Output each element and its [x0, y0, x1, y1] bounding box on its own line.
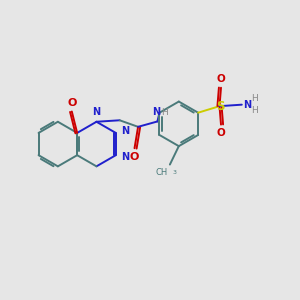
- Text: H: H: [251, 94, 258, 103]
- Text: H: H: [251, 106, 258, 115]
- Text: N: N: [121, 152, 129, 162]
- Text: CH: CH: [155, 168, 167, 177]
- Text: O: O: [130, 152, 139, 162]
- Text: N: N: [121, 126, 129, 136]
- Text: 3: 3: [172, 170, 176, 175]
- Text: O: O: [217, 128, 225, 139]
- Text: O: O: [217, 74, 225, 84]
- Text: O: O: [67, 98, 76, 108]
- Text: N: N: [243, 100, 251, 110]
- Text: N: N: [92, 107, 101, 117]
- Text: S: S: [216, 100, 224, 113]
- Text: H: H: [162, 108, 168, 117]
- Text: N: N: [152, 107, 160, 117]
